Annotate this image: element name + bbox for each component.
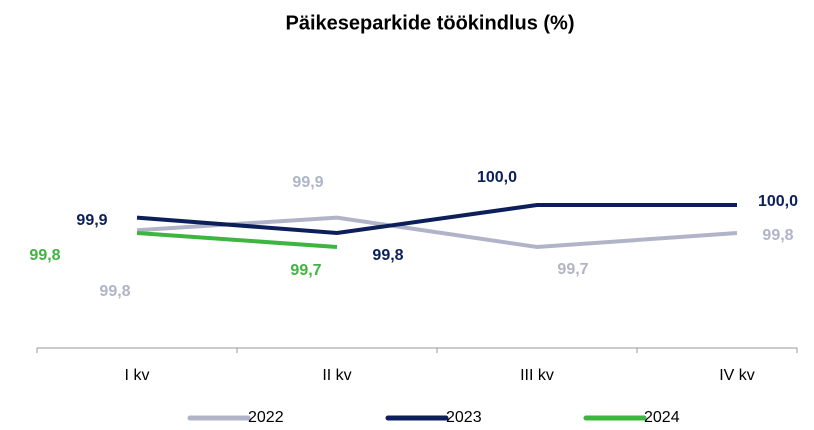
data-label: 99,9 [292,174,323,191]
x-tick-label: II kv [322,367,351,384]
data-label: 100,0 [477,169,517,186]
data-label: 99,8 [762,227,793,244]
data-label: 100,0 [758,193,798,210]
chart-title: Päikeseparkide töökindlus (%) [286,12,575,34]
data-label: 99,8 [372,247,403,264]
series-line [136,215,738,250]
x-tick-label: IV kv [719,367,755,384]
series-line [136,231,338,249]
legend-label: 2024 [644,409,680,426]
x-tick-label: III kv [520,367,554,384]
x-tick-label: I kv [125,367,150,384]
legend-label: 2022 [248,409,284,426]
legend-label: 2023 [446,409,482,426]
data-label: 99,8 [29,247,60,264]
data-label: 99,7 [557,261,588,278]
data-label: 99,8 [99,283,130,300]
series-line [136,203,737,236]
data-label: 99,9 [76,212,107,229]
data-label: 99,7 [290,262,321,279]
